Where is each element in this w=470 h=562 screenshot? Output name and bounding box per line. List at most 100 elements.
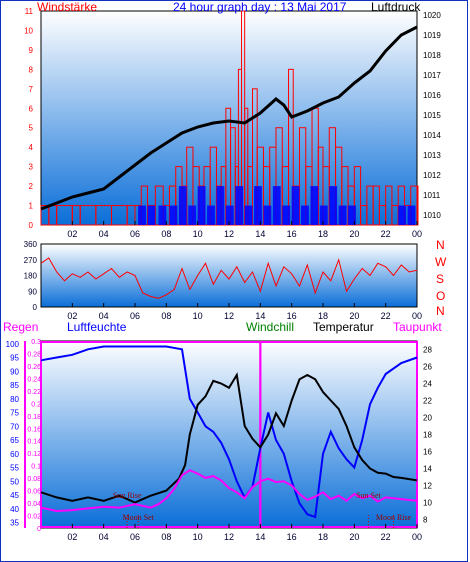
- temp-axis-ytick-label: 12: [423, 482, 432, 491]
- annotation-label: Sun Set: [356, 491, 381, 500]
- humidity-axis-ytick-label: 50: [10, 477, 19, 486]
- direction-left-ytick-label: 360: [24, 240, 38, 249]
- regen-label: Regen: [3, 320, 39, 334]
- rain-axis-ytick-label: 0: [37, 526, 41, 533]
- rain-axis-ytick-label: 0.3: [31, 339, 41, 346]
- wind-direction-line: [40, 257, 418, 299]
- wind-xtick-label: 14: [255, 229, 265, 239]
- pressure-right-ytick-label: 1012: [423, 171, 441, 180]
- wind-gust-bar: [288, 68, 294, 226]
- taupunkt-label: Taupunkt: [393, 320, 442, 334]
- humidity-axis-ytick-label: 80: [10, 395, 19, 404]
- temp-axis-ytick-label: 20: [423, 414, 432, 423]
- temp-axis-ytick-label: 16: [423, 448, 432, 457]
- pressure-right-ytick-label: 1010: [423, 211, 441, 220]
- direction-panel-background: [40, 243, 418, 308]
- temp-xtick-label: 18: [318, 532, 328, 542]
- direction-xtick-label: 18: [318, 311, 328, 321]
- annotation-label: Moon Rise: [376, 513, 412, 522]
- humidity-axis-ytick-label: 45: [10, 491, 19, 500]
- temp-axis-ytick-label: 14: [423, 465, 432, 474]
- chart-title: 24 hour graph day : 13 Mai 2017: [173, 0, 347, 14]
- wind-xtick-label: 22: [381, 229, 391, 239]
- humidity-axis-ytick-label: 60: [10, 450, 19, 459]
- annotation-label: Moon Set: [122, 513, 154, 522]
- direction-xtick-label: 16: [287, 311, 297, 321]
- temp-axis-ytick-label: 18: [423, 431, 432, 440]
- rain-axis-ytick-label: 0.02: [27, 514, 41, 521]
- windchill-label: Windchill: [246, 320, 295, 334]
- rain-axis-ytick-label: 0.12: [27, 451, 41, 458]
- wind-left-ytick-label: 3: [29, 163, 34, 172]
- direction-left-ytick-label: 180: [24, 272, 38, 281]
- wind-xtick-label: 20: [349, 229, 359, 239]
- humidity-axis-ytick-label: 40: [10, 505, 19, 514]
- temp-axis-ytick-label: 28: [423, 346, 432, 355]
- wind-xtick-label: 02: [67, 229, 77, 239]
- luftfeuchte-label: Luftfeuchte: [67, 320, 127, 334]
- pressure-right-ytick-label: 1015: [423, 111, 441, 120]
- rain-axis-ytick-label: 0.28: [27, 351, 41, 358]
- compass-s: S: [436, 272, 445, 286]
- wind-xtick-label: 10: [193, 229, 203, 239]
- humidity-axis-ytick-label: 90: [10, 367, 19, 376]
- wind-avg-bar: [235, 186, 244, 225]
- humidity-axis-ytick-label: 70: [10, 422, 19, 431]
- temp-axis-ytick-label: 26: [423, 363, 432, 372]
- wind-left-ytick-label: 11: [25, 7, 34, 16]
- pressure-right-ytick-label: 1014: [423, 131, 441, 140]
- temp-xtick-label: 02: [67, 532, 77, 542]
- wind-xtick-label: 04: [99, 229, 109, 239]
- rain-axis-ytick-label: 0.22: [27, 389, 41, 396]
- wind-xtick-label: 00: [412, 229, 422, 239]
- humidity-axis-ytick-label: 55: [10, 464, 19, 473]
- compass-w: W: [435, 255, 447, 269]
- temp-xtick-label: 06: [130, 532, 140, 542]
- wind-avg-bar: [329, 186, 338, 225]
- wind-gust-bar: [416, 185, 419, 226]
- temp-xtick-label: 16: [287, 532, 297, 542]
- rain-axis-ytick-label: 0.14: [27, 439, 41, 446]
- direction-xtick-label: 02: [67, 311, 77, 321]
- direction-xtick-label: 04: [99, 311, 109, 321]
- direction-xtick-label: 22: [381, 311, 391, 321]
- temperatur-label: Temperatur: [313, 320, 374, 334]
- pressure-right-ytick-label: 1019: [423, 31, 441, 40]
- pressure-right-ytick-label: 1013: [423, 151, 441, 160]
- direction-left-ytick-label: 90: [28, 287, 37, 296]
- wind-avg-bar: [178, 186, 187, 225]
- compass-o: O: [436, 289, 446, 303]
- wind-left-ytick-label: 6: [29, 104, 34, 113]
- wind-avg-bar: [254, 186, 262, 225]
- temp-xtick-label: 12: [224, 532, 234, 542]
- pressure-right-ytick-label: 1017: [423, 71, 441, 80]
- annotation-label: Sun Rise: [113, 491, 142, 500]
- wind-avg-bar: [398, 205, 407, 225]
- wind-left-ytick-label: 9: [29, 46, 34, 55]
- temp-xtick-label: 22: [381, 532, 391, 542]
- pressure-line: [40, 25, 418, 211]
- direction-left-ytick-label: 0: [33, 303, 38, 312]
- luftdruck-label: Luftdruck: [371, 0, 421, 14]
- pressure-right-ytick-label: 1018: [423, 51, 441, 60]
- pressure-right-ytick-label: 1011: [423, 191, 441, 200]
- wind-avg-bar: [291, 186, 300, 225]
- rain-axis-ytick-label: 0.2: [31, 401, 41, 408]
- temp-xtick-label: 08: [161, 532, 171, 542]
- direction-xtick-label: 20: [349, 311, 359, 321]
- shaded-interval-box: [259, 341, 419, 528]
- wind-xtick-label: 16: [287, 229, 297, 239]
- wind-avg-bar: [169, 205, 178, 225]
- direction-xtick-label: 06: [130, 311, 140, 321]
- compass-n-bottom: N: [436, 304, 445, 318]
- wind-avg-bar: [263, 205, 272, 225]
- wind-left-ytick-label: 8: [29, 65, 34, 74]
- wind-avg-bar: [319, 205, 328, 225]
- temp-xtick-label: 00: [412, 532, 422, 542]
- temp-axis-ytick-label: 24: [423, 380, 432, 389]
- wind-avg-bar: [244, 205, 253, 225]
- rain-axis-ytick-label: 0.1: [31, 464, 41, 471]
- wind-avg-bar: [147, 205, 156, 225]
